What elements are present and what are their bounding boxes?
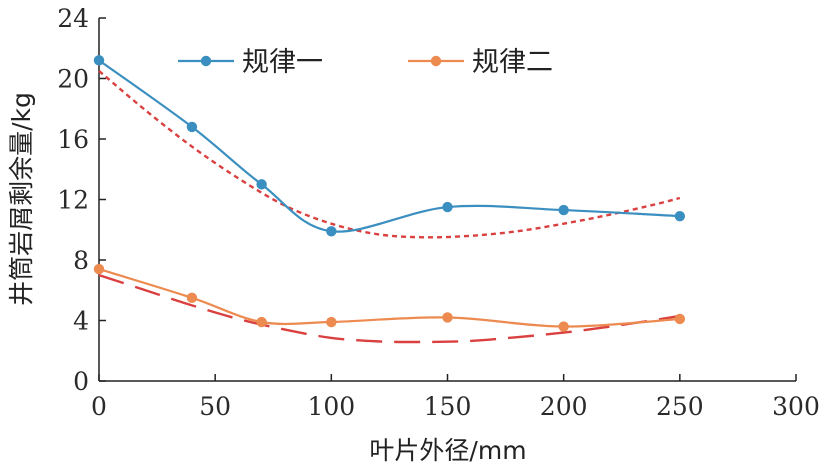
series-2-point (93, 263, 105, 275)
x-tick-label: 150 (424, 392, 472, 421)
y-tick-label: 16 (57, 125, 89, 154)
series-2-point (326, 316, 337, 328)
legend: 规律一 规律二 (178, 47, 553, 78)
series-1-point (256, 179, 267, 190)
x-tick-label: 200 (540, 392, 588, 421)
legend-label-1: 规律一 (242, 47, 323, 78)
y-tick-label: 8 (73, 246, 89, 275)
series-1-point (326, 226, 337, 237)
series-2-point (256, 316, 267, 328)
legend-marker-2 (430, 55, 442, 67)
plot-area (93, 55, 686, 344)
axes: 0 4 8 12 16 20 24 0 50 100 150 200 250 300 (57, 4, 820, 421)
y-tick-label: 12 (57, 186, 89, 215)
y-tick-label: 0 (73, 367, 89, 396)
series-1-point (442, 201, 453, 213)
series-1-line (98, 59, 680, 233)
y-tick-label: 4 (73, 307, 89, 336)
x-tick-label: 0 (91, 392, 107, 421)
series-2-point (442, 312, 453, 323)
legend-marker-1 (200, 55, 212, 67)
series-1-point (674, 210, 686, 222)
series-1-point (93, 55, 105, 66)
series-2-point (558, 321, 569, 332)
x-tick-label: 100 (307, 392, 355, 421)
series-2-line (98, 268, 680, 328)
x-tick-label: 250 (656, 392, 704, 421)
series-2-point (674, 313, 686, 325)
legend-label-2: 规律二 (472, 47, 553, 78)
y-tick-label: 20 (57, 65, 89, 94)
series-1-point (186, 121, 198, 133)
y-axis-title: 井筒岩屑剩余量/kg (7, 92, 36, 306)
x-tick-label: 50 (199, 392, 231, 421)
trendline-2 (98, 273, 681, 344)
series-1-point (558, 204, 569, 216)
x-axis-title: 叶片外径/mm (369, 436, 526, 465)
y-tick-label: 24 (57, 4, 89, 33)
series-2-point (186, 292, 198, 304)
x-tick-label: 300 (772, 392, 820, 421)
